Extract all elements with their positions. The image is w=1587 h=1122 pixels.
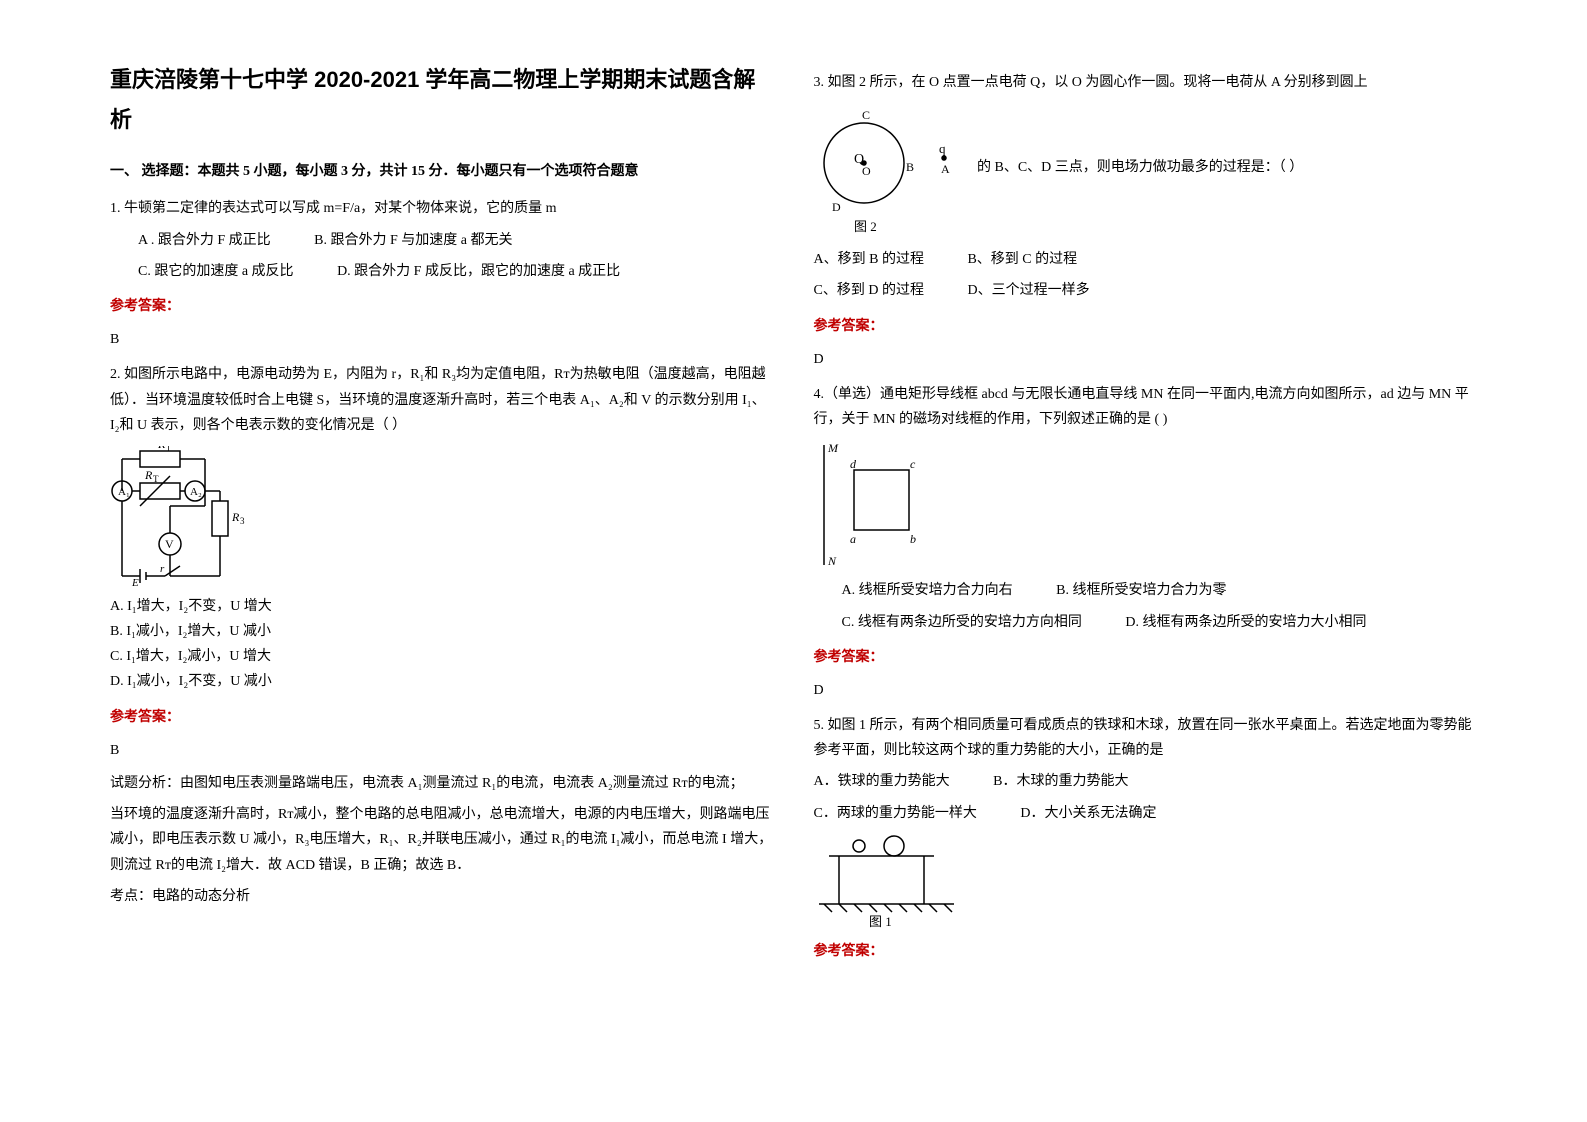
q3-optD: D、三个过程一样多 (967, 278, 1089, 303)
svg-text:M: M (827, 441, 839, 455)
q1-stem: 1. 牛顿第二定律的表达式可以写成 m=F/a，对某个物体来说，它的质量 m (110, 196, 774, 221)
q3-optB: B、移到 C 的过程 (967, 247, 1077, 272)
svg-text:d: d (850, 457, 857, 471)
q2-optC: C. I₁增大，I₂减小，U 增大 (110, 644, 774, 669)
q3-stem-after: 的 B、C、D 三点，则电场力做功最多的过程是：（ ） (977, 160, 1303, 175)
q2-optA: A. I₁增大，I₂不变，U 增大 (110, 594, 774, 619)
svg-text:D: D (832, 200, 841, 214)
q5-options-row2: C．两球的重力势能一样大 D．大小关系无法确定 (814, 801, 1478, 826)
svg-text:R: R (144, 468, 153, 482)
q3-figure-row: Q O B C D q A 图 2 的 B、C、D 三点，则电场力做功最多的过程… (814, 95, 1478, 241)
q2-answer: B (110, 738, 774, 763)
q5-options-row1: A．铁球的重力势能大 B．木球的重力势能大 (814, 769, 1478, 794)
q3-options-row2: C、移到 D 的过程 D、三个过程一样多 (814, 278, 1478, 303)
q4-optB: B. 线框所受安培力合力为零 (1056, 578, 1226, 603)
svg-text:R: R (157, 446, 166, 451)
circuit-svg: R1 A₁ RT A₂ (110, 446, 270, 586)
q3-circle-figure: Q O B C D q A 图 2 (814, 103, 974, 233)
q5-answer-label: 参考答案： (814, 939, 1478, 964)
q5-table-figure: 图 1 (814, 834, 1478, 929)
q2-stem: 2. 如图所示电路中，电源电动势为 E，内阻为 r，R₁和 R₃均为定值电阻，R… (110, 362, 774, 438)
svg-text:图 2: 图 2 (854, 219, 877, 233)
right-column: 3. 如图 2 所示，在 O 点置一点电荷 Q，以 O 为圆心作一圆。现将一电荷… (794, 60, 1498, 1062)
question-4: 4.（单选）通电矩形导线框 abcd 与无限长通电直导线 MN 在同一平面内,电… (814, 382, 1478, 635)
q2-analysis2: 当环境的温度逐渐升高时，Rᴛ减小，整个电路的总电阻减小，总电流增大，电源的内电压… (110, 802, 774, 878)
svg-text:a: a (850, 532, 856, 546)
question-3: 3. 如图 2 所示，在 O 点置一点电荷 Q，以 O 为圆心作一圆。现将一电荷… (814, 70, 1478, 304)
q2-analysis1: 试题分析：由图知电压表测量路端电压，电流表 A₁测量流过 R₁的电流，电流表 A… (110, 771, 774, 796)
svg-text:A: A (941, 162, 950, 176)
svg-text:q: q (939, 141, 946, 156)
q3-answer: D (814, 347, 1478, 372)
question-1: 1. 牛顿第二定律的表达式可以写成 m=F/a，对某个物体来说，它的质量 m A… (110, 196, 774, 284)
svg-text:E: E (131, 577, 139, 586)
q1-answer-label: 参考答案： (110, 294, 774, 319)
q1-options-row1: A . 跟合外力 F 成正比 B. 跟合外力 F 与加速度 a 都无关 (110, 228, 774, 253)
q5-optB: B．木球的重力势能大 (993, 769, 1128, 794)
q1-optD: D. 跟合外力 F 成反比，跟它的加速度 a 成正比 (337, 259, 620, 284)
rect-svg: M N d c a b (814, 440, 934, 570)
question-2: 2. 如图所示电路中，电源电动势为 E，内阻为 r，R₁和 R₃均为定值电阻，R… (110, 362, 774, 694)
q1-options-row2: C. 跟它的加速度 a 成反比 D. 跟合外力 F 成反比，跟它的加速度 a 成… (110, 259, 774, 284)
q2-optD: D. I₁减小，I₂不变，U 减小 (110, 669, 774, 694)
svg-text:c: c (910, 457, 916, 471)
svg-text:C: C (862, 108, 870, 122)
q4-answer: D (814, 678, 1478, 703)
svg-text:3: 3 (240, 516, 245, 526)
q1-answer: B (110, 327, 774, 352)
q5-optC: C．两球的重力势能一样大 (814, 801, 977, 826)
q1-optC: C. 跟它的加速度 a 成反比 (138, 259, 294, 284)
q4-optC: C. 线框有两条边所受的安培力方向相同 (842, 610, 1082, 635)
q4-options-row1: A. 线框所受安培力合力向右 B. 线框所受安培力合力为零 (814, 578, 1478, 603)
svg-text:N: N (827, 554, 837, 568)
q3-optC: C、移到 D 的过程 (814, 278, 924, 303)
question-5: 5. 如图 1 所示，有两个相同质量可看成质点的铁球和木球，放置在同一张水平桌面… (814, 713, 1478, 929)
q3-answer-label: 参考答案： (814, 314, 1478, 339)
q5-optD: D．大小关系无法确定 (1020, 801, 1156, 826)
q4-stem: 4.（单选）通电矩形导线框 abcd 与无限长通电直导线 MN 在同一平面内,电… (814, 382, 1478, 432)
svg-text:r: r (160, 563, 165, 575)
table-svg: 图 1 (814, 834, 974, 929)
svg-text:O: O (862, 164, 871, 178)
q4-optA: A. 线框所受安培力合力向右 (842, 578, 1013, 603)
q2-circuit-figure: R1 A₁ RT A₂ (110, 446, 774, 586)
svg-text:T: T (153, 474, 159, 484)
svg-text:A₁: A₁ (118, 486, 130, 498)
exam-title: 重庆涪陵第十七中学 2020-2021 学年高二物理上学期期末试题含解析 (110, 60, 774, 139)
q4-options-row2: C. 线框有两条边所受的安培力方向相同 D. 线框有两条边所受的安培力大小相同 (814, 610, 1478, 635)
svg-text:R: R (231, 510, 240, 524)
q1-optA: A . 跟合外力 F 成正比 (138, 228, 271, 253)
q1-optB: B. 跟合外力 F 与加速度 a 都无关 (314, 228, 512, 253)
q5-optA: A．铁球的重力势能大 (814, 769, 950, 794)
section-1-header: 一、 选择题：本题共 5 小题，每小题 3 分，共计 15 分．每小题只有一个选… (110, 159, 774, 184)
svg-text:b: b (910, 532, 916, 546)
q4-rect-figure: M N d c a b (814, 440, 1478, 570)
q2-optB: B. I₁减小，I₂增大，U 减小 (110, 619, 774, 644)
q5-stem: 5. 如图 1 所示，有两个相同质量可看成质点的铁球和木球，放置在同一张水平桌面… (814, 713, 1478, 763)
q3-stem-before: 3. 如图 2 所示，在 O 点置一点电荷 Q，以 O 为圆心作一圆。现将一电荷… (814, 70, 1478, 95)
svg-text:A₂: A₂ (190, 486, 202, 498)
q4-answer-label: 参考答案： (814, 645, 1478, 670)
q2-analysis3: 考点：电路的动态分析 (110, 884, 774, 909)
svg-text:B: B (906, 160, 914, 174)
svg-text:V: V (165, 537, 174, 551)
q3-options-row1: A、移到 B 的过程 B、移到 C 的过程 (814, 247, 1478, 272)
circle-svg: Q O B C D q A 图 2 (814, 103, 974, 233)
left-column: 重庆涪陵第十七中学 2020-2021 学年高二物理上学期期末试题含解析 一、 … (90, 60, 794, 1062)
q3-optA: A、移到 B 的过程 (814, 247, 924, 272)
svg-text:图 1: 图 1 (869, 914, 892, 929)
q2-answer-label: 参考答案： (110, 705, 774, 730)
svg-text:1: 1 (166, 446, 171, 453)
q4-optD: D. 线框有两条边所受的安培力大小相同 (1125, 610, 1366, 635)
